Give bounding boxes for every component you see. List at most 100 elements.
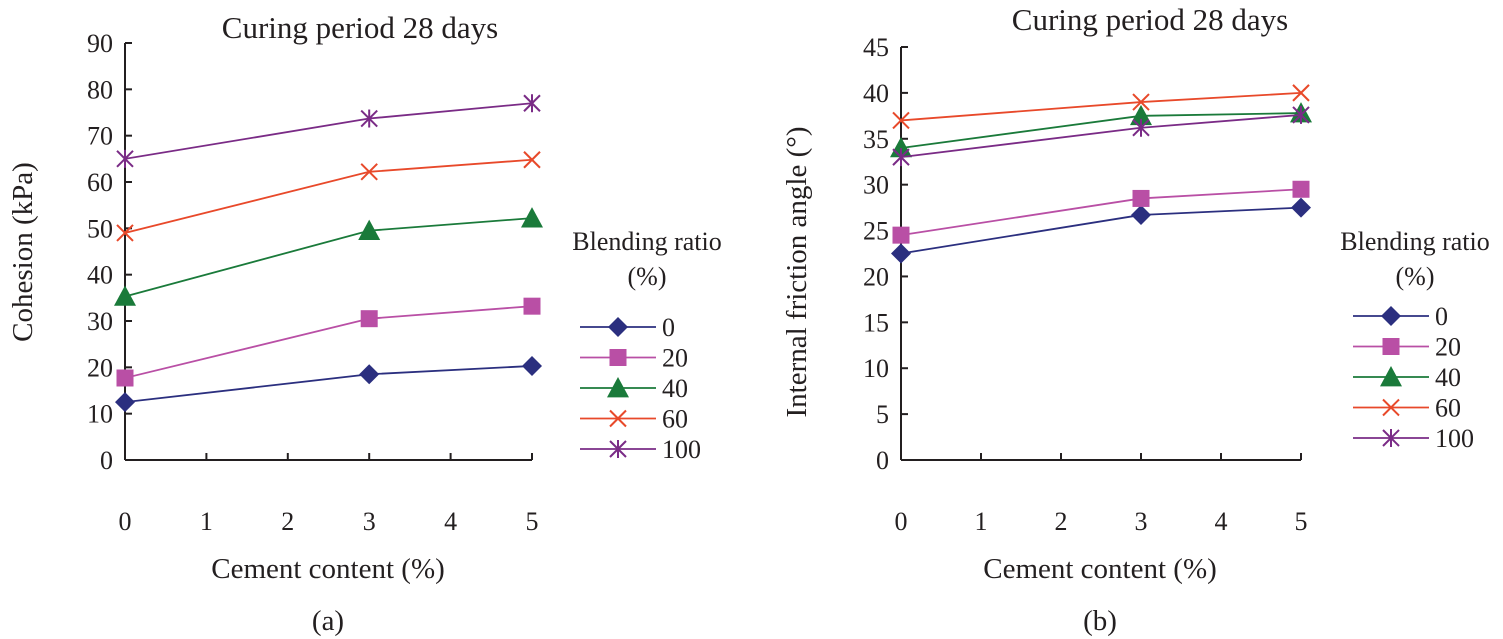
legend-marker-40 — [607, 377, 629, 398]
legend-label-60: 60 — [1435, 394, 1461, 423]
data-point-100 — [1132, 118, 1150, 137]
legend-label-40: 40 — [662, 374, 688, 403]
legend-marker-60 — [1382, 398, 1400, 417]
y-tick-label: 20 — [87, 353, 113, 382]
legend-label-20: 20 — [1435, 333, 1461, 362]
x-tick-label: 5 — [1295, 507, 1308, 536]
data-point-0 — [891, 243, 911, 264]
chart-cohesion: 0 10 20 30 40 50 60 70 80 90 0 1 2 3 4 5 Curing period 2… — [7, 10, 722, 637]
data-point-0 — [1291, 197, 1311, 218]
data-point-0 — [359, 364, 380, 385]
data-point-40 — [114, 285, 136, 306]
data-point-60 — [1292, 84, 1310, 102]
legend-marker-20 — [1382, 338, 1400, 355]
x-axis-label: Cement content (%) — [983, 553, 1217, 585]
data-point-20 — [892, 226, 910, 244]
x-tick-label: 2 — [281, 507, 294, 536]
data-point-20 — [1132, 189, 1150, 207]
x-tick-label: 5 — [526, 507, 539, 536]
x-tick-label: 1 — [200, 507, 213, 536]
y-tick-label: 5 — [876, 400, 889, 429]
y-tick-label: 50 — [87, 214, 113, 243]
panel-label: (b) — [1083, 605, 1117, 637]
y-axis-label: Internal friction angle (°) — [781, 127, 813, 418]
legend-marker-100 — [609, 440, 627, 458]
panel-label: (a) — [312, 605, 344, 637]
data-point-40 — [358, 219, 381, 240]
y-tick-label: 30 — [863, 171, 889, 200]
series-line-40 — [900, 112, 1302, 149]
y-tick-label: 60 — [87, 168, 113, 197]
y-tick-label: 90 — [87, 29, 113, 58]
data-point-100 — [360, 109, 378, 128]
data-point-40 — [521, 207, 543, 228]
legend-title: Blending ratio — [572, 227, 721, 256]
y-tick-label: 15 — [863, 308, 889, 337]
data-point-0 — [115, 392, 135, 413]
y-tick-label: 20 — [863, 262, 889, 291]
y-tick-label: 10 — [87, 400, 113, 429]
x-tick-label: 3 — [1135, 507, 1148, 536]
y-tick-label: 45 — [863, 33, 889, 62]
data-point-60 — [116, 224, 134, 242]
series-line-40 — [124, 217, 533, 298]
legend-label-0: 0 — [1435, 302, 1448, 331]
y-tick-label: 10 — [863, 354, 889, 383]
x-tick-label: 2 — [1055, 507, 1068, 536]
data-point-20 — [116, 369, 134, 387]
chart-title: Curing period 28 days — [1012, 2, 1288, 37]
legend-marker-0 — [1381, 306, 1401, 326]
legend-title: Blending ratio — [1340, 227, 1489, 256]
data-point-100 — [116, 149, 134, 168]
legend-label-100: 100 — [1435, 424, 1474, 453]
data-point-60 — [523, 151, 541, 169]
legend-label-20: 20 — [662, 344, 688, 373]
legend-marker-20 — [609, 349, 627, 366]
data-point-0 — [522, 355, 542, 376]
y-tick-label: 0 — [876, 446, 889, 475]
data-point-100 — [892, 148, 910, 167]
y-axis-label: Cohesion (kPa) — [7, 162, 39, 342]
y-tick-label: 80 — [87, 75, 113, 104]
data-point-60 — [360, 163, 378, 181]
legend-label-0: 0 — [662, 313, 675, 342]
x-tick-label: 4 — [1215, 507, 1228, 536]
chart-title: Curing period 28 days — [222, 10, 498, 45]
series-line-0 — [900, 206, 1302, 255]
legend-marker-60 — [609, 409, 627, 428]
data-point-100 — [523, 94, 541, 113]
legend-label-40: 40 — [1435, 363, 1461, 392]
legend-label-100: 100 — [662, 435, 701, 464]
legend-marker-0 — [608, 317, 628, 337]
legend-marker-40 — [1380, 366, 1402, 387]
series-line-20 — [124, 305, 533, 379]
y-tick-label: 40 — [87, 261, 113, 290]
series-line-0 — [124, 365, 533, 403]
legend-marker-100 — [1382, 429, 1400, 447]
data-point-0 — [1131, 204, 1151, 225]
series-line-20 — [900, 188, 1302, 237]
data-point-20 — [523, 297, 541, 315]
x-tick-label: 0 — [895, 507, 908, 536]
y-tick-label: 0 — [100, 446, 113, 475]
x-tick-label: 1 — [975, 507, 988, 536]
data-point-60 — [1132, 93, 1150, 111]
legend-label-60: 60 — [662, 405, 688, 434]
data-point-100 — [1292, 105, 1310, 124]
legend-subtitle: (%) — [628, 262, 667, 291]
y-tick-label: 30 — [87, 307, 113, 336]
y-tick-label: 70 — [87, 122, 113, 151]
series-line-100 — [124, 102, 533, 160]
x-tick-label: 4 — [444, 507, 457, 536]
x-axis-label: Cement content (%) — [211, 553, 445, 585]
data-point-60 — [892, 111, 910, 130]
x-tick-label: 0 — [119, 507, 132, 536]
y-tick-label: 25 — [863, 217, 889, 246]
data-point-20 — [360, 310, 378, 328]
y-tick-label: 40 — [863, 79, 889, 108]
data-point-20 — [1292, 180, 1310, 198]
legend-subtitle: (%) — [1396, 262, 1435, 291]
